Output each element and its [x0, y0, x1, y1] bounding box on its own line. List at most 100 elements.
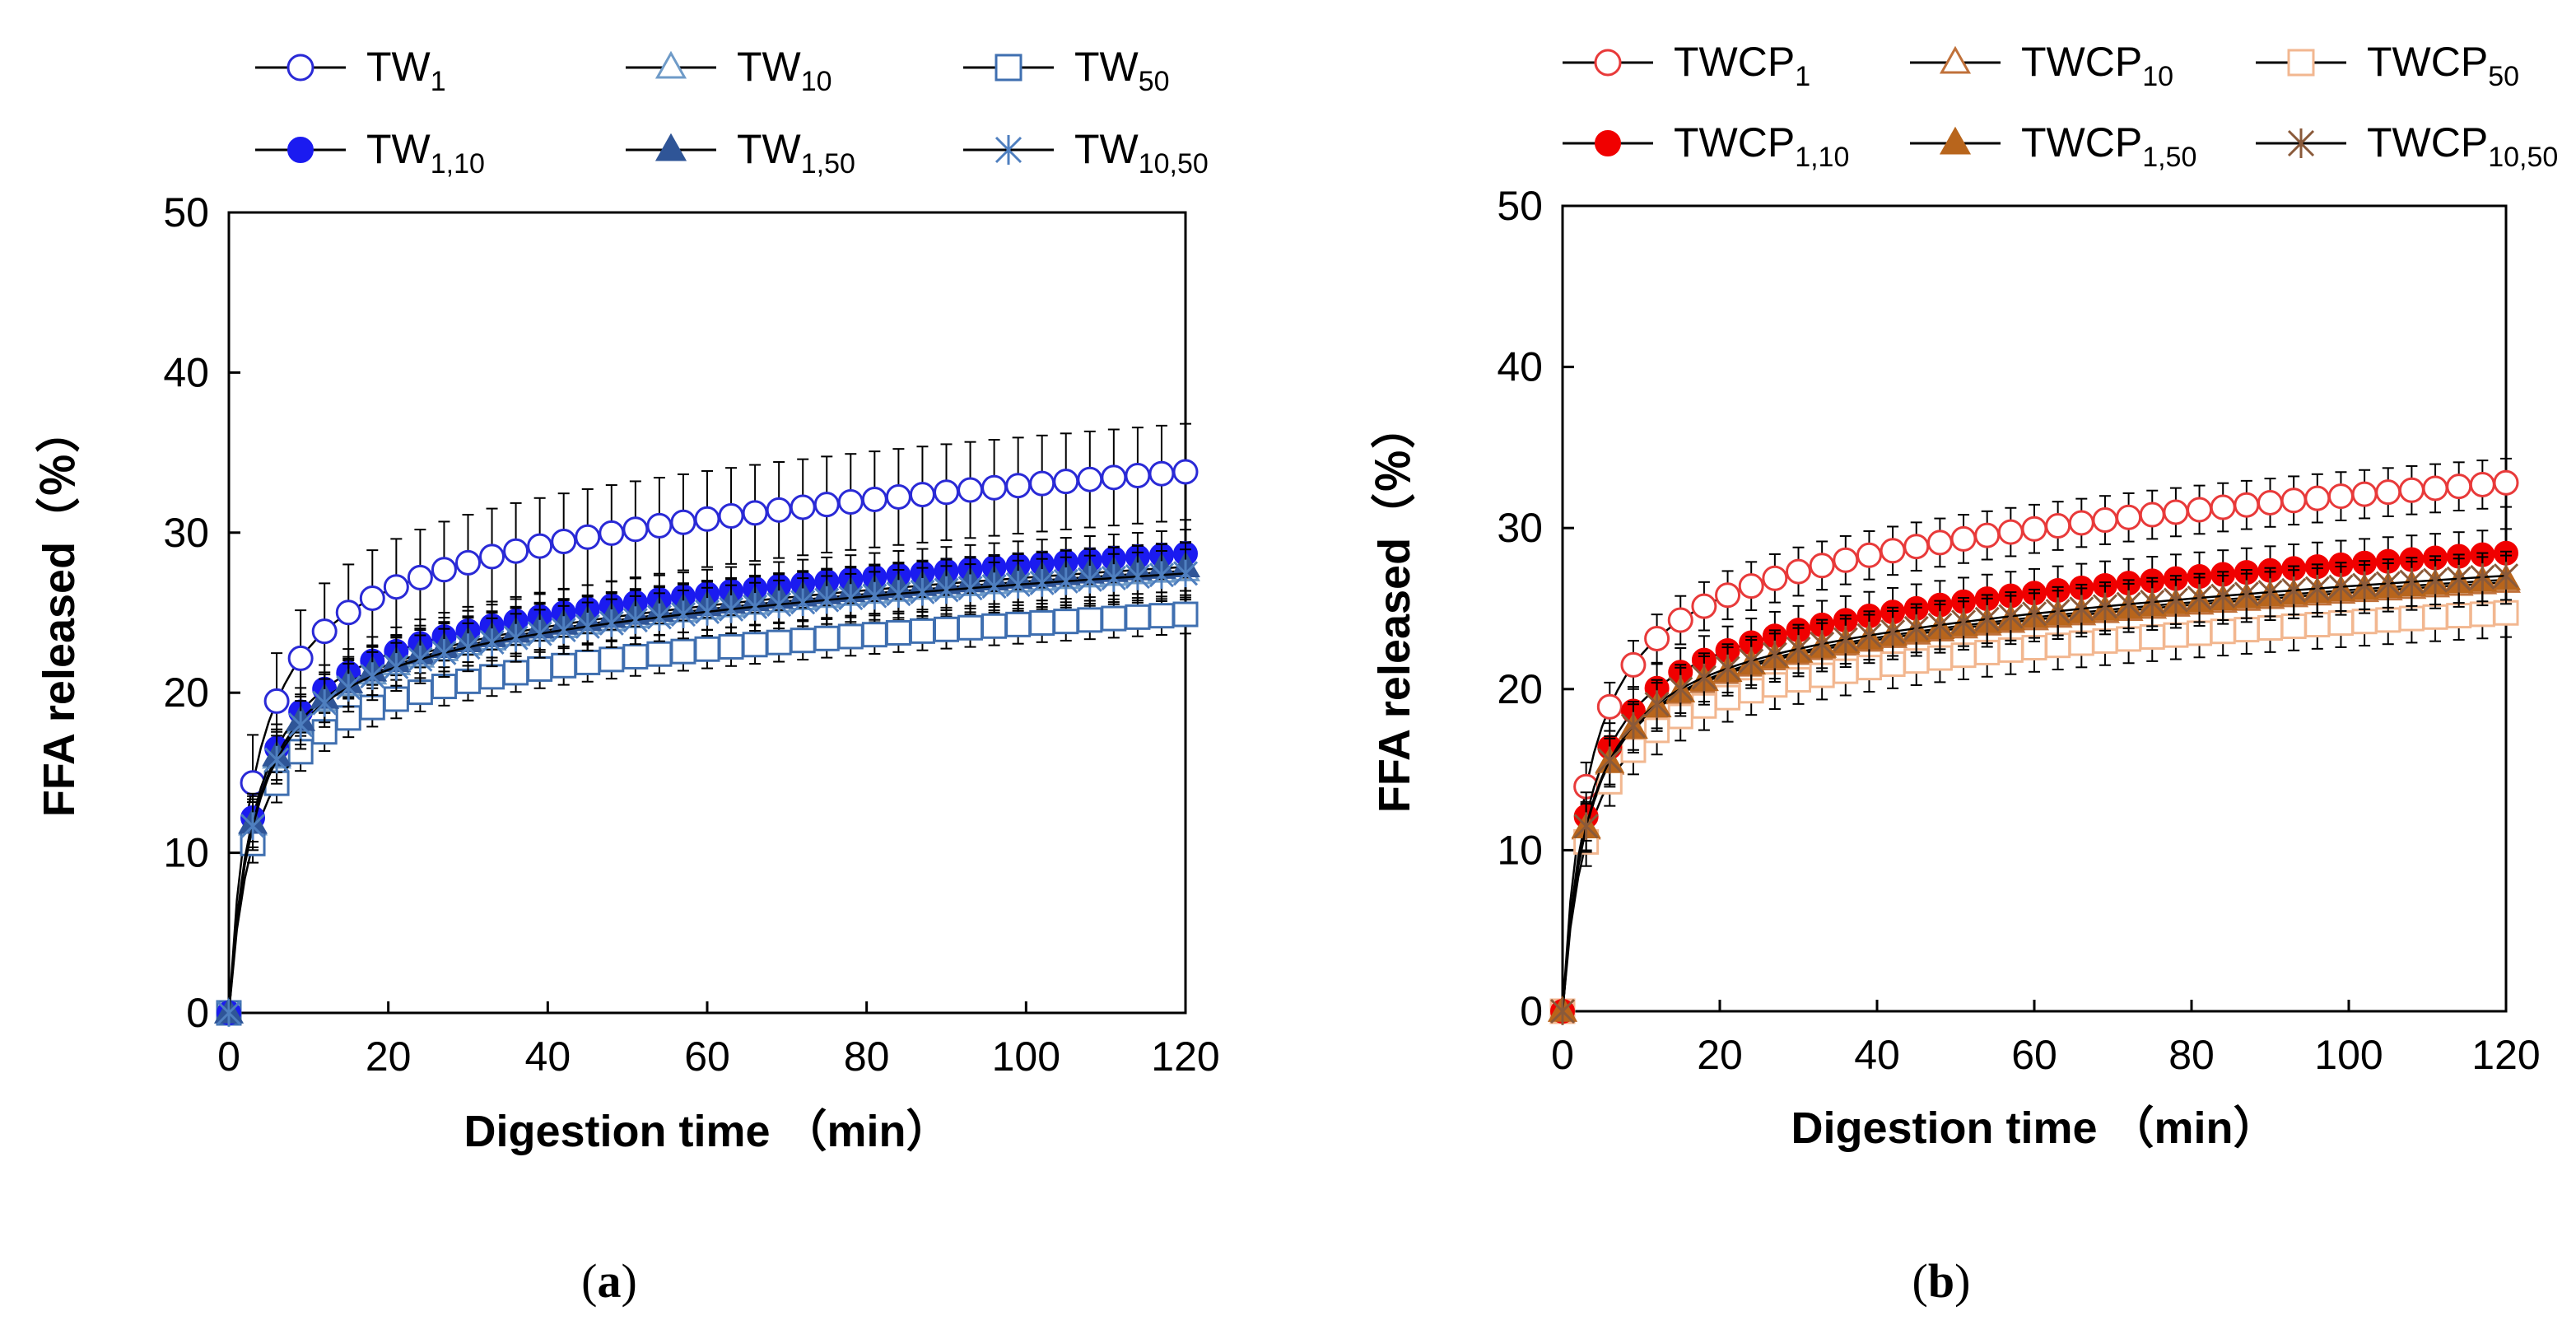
data-point	[2493, 469, 2519, 496]
legend-entry: TWCP10	[1910, 39, 2173, 92]
data-point	[2045, 597, 2071, 626]
data-point	[431, 639, 457, 667]
data-point	[503, 538, 529, 564]
data-point	[1856, 621, 1882, 650]
data-point	[2280, 488, 2307, 514]
data-point	[311, 618, 338, 645]
data-point	[599, 520, 625, 546]
legend-marker	[995, 135, 1022, 165]
data-point	[1005, 473, 1032, 499]
y-tick-label: 30	[163, 510, 209, 556]
data-point	[1148, 561, 1175, 589]
data-point	[455, 633, 481, 661]
legend-entry: TWCP10,50	[2256, 119, 2558, 173]
data-point	[2210, 581, 2236, 610]
data-point	[1833, 547, 1859, 573]
legend-entry: TW1,10	[255, 126, 485, 180]
data-point	[1786, 635, 1811, 663]
x-tick-label: 20	[366, 1033, 412, 1080]
x-tick-label: 80	[2168, 1032, 2215, 1078]
data-point	[742, 632, 768, 658]
data-point	[814, 586, 840, 614]
data-point	[790, 588, 816, 617]
y-axis-title: FFA released（％）	[1370, 404, 1419, 813]
data-point	[813, 492, 840, 518]
data-point	[2493, 600, 2519, 626]
x-tick-label: 100	[2314, 1032, 2383, 1078]
legend-entry: TW1	[255, 44, 446, 97]
data-point	[2446, 474, 2472, 500]
data-point	[1101, 605, 1127, 632]
data-point	[575, 612, 600, 641]
chart-panel-a: 0 10 20 30 40 50 0 20 40 60 80 100 120 Digestion time…	[35, 44, 1220, 1308]
x-tick-label: 80	[844, 1033, 890, 1080]
y-tick-label: 40	[1497, 344, 1543, 390]
data-point	[1809, 553, 1835, 579]
data-point	[766, 629, 792, 656]
y-tick-label: 50	[163, 189, 209, 236]
data-point	[2187, 584, 2212, 612]
data-point	[1148, 460, 1175, 487]
data-point	[288, 711, 314, 739]
data-point	[1950, 608, 1977, 637]
data-point	[2140, 588, 2165, 616]
data-point	[1926, 530, 1953, 556]
data-point	[885, 483, 911, 510]
legend-entry: TWCP50	[2256, 39, 2519, 92]
data-point	[1998, 602, 2024, 631]
x-axis-title: Digestion time （min）	[463, 1107, 950, 1156]
data-point	[861, 622, 887, 648]
data-point	[2045, 513, 2071, 539]
data-point	[2351, 481, 2378, 507]
legend-marker	[2287, 49, 2315, 77]
data-point	[718, 502, 744, 529]
y-axis-title: FFA released（％）	[35, 408, 84, 817]
data-point	[1715, 582, 1741, 609]
x-tick-label: 20	[1697, 1032, 1743, 1078]
data-point	[455, 668, 481, 694]
data-point	[408, 645, 433, 674]
data-point	[575, 649, 601, 675]
data-point	[909, 482, 935, 508]
data-point	[1997, 519, 2024, 545]
data-point	[790, 494, 816, 520]
data-point	[1148, 603, 1175, 629]
series-tw-1	[216, 422, 1199, 1026]
legend-label: TWCP10	[2021, 39, 2173, 92]
data-point	[766, 590, 792, 618]
legend-marker	[1595, 130, 1621, 156]
data-point	[1786, 558, 1811, 585]
data-point	[957, 614, 984, 641]
data-point	[2163, 499, 2189, 525]
y-tick-label: 0	[1520, 988, 1543, 1034]
data-point	[2399, 567, 2425, 596]
data-point	[813, 625, 840, 651]
data-point	[455, 549, 481, 576]
data-point	[527, 619, 552, 648]
data-point	[1620, 651, 1647, 678]
y-tick-label: 20	[163, 670, 209, 716]
data-point	[551, 652, 577, 679]
data-point	[1644, 690, 1670, 718]
data-point	[1053, 469, 1079, 495]
data-point	[2422, 475, 2448, 502]
legend-marker	[287, 137, 314, 163]
data-point	[479, 544, 505, 570]
data-point	[910, 577, 935, 606]
data-point	[1950, 525, 1977, 552]
data-point	[335, 600, 361, 626]
data-point	[670, 638, 696, 665]
data-point	[383, 574, 409, 600]
data-point	[1005, 611, 1032, 637]
data-point	[1005, 571, 1031, 599]
data-point	[264, 745, 290, 774]
data-point	[743, 593, 768, 621]
x-tick-label: 0	[217, 1033, 240, 1080]
legend-marker	[2287, 128, 2315, 158]
data-point	[1077, 566, 1102, 594]
data-point	[1053, 567, 1078, 595]
legend-entry: TW1,50	[626, 126, 855, 180]
data-point	[599, 646, 625, 673]
data-point	[1974, 604, 2000, 633]
